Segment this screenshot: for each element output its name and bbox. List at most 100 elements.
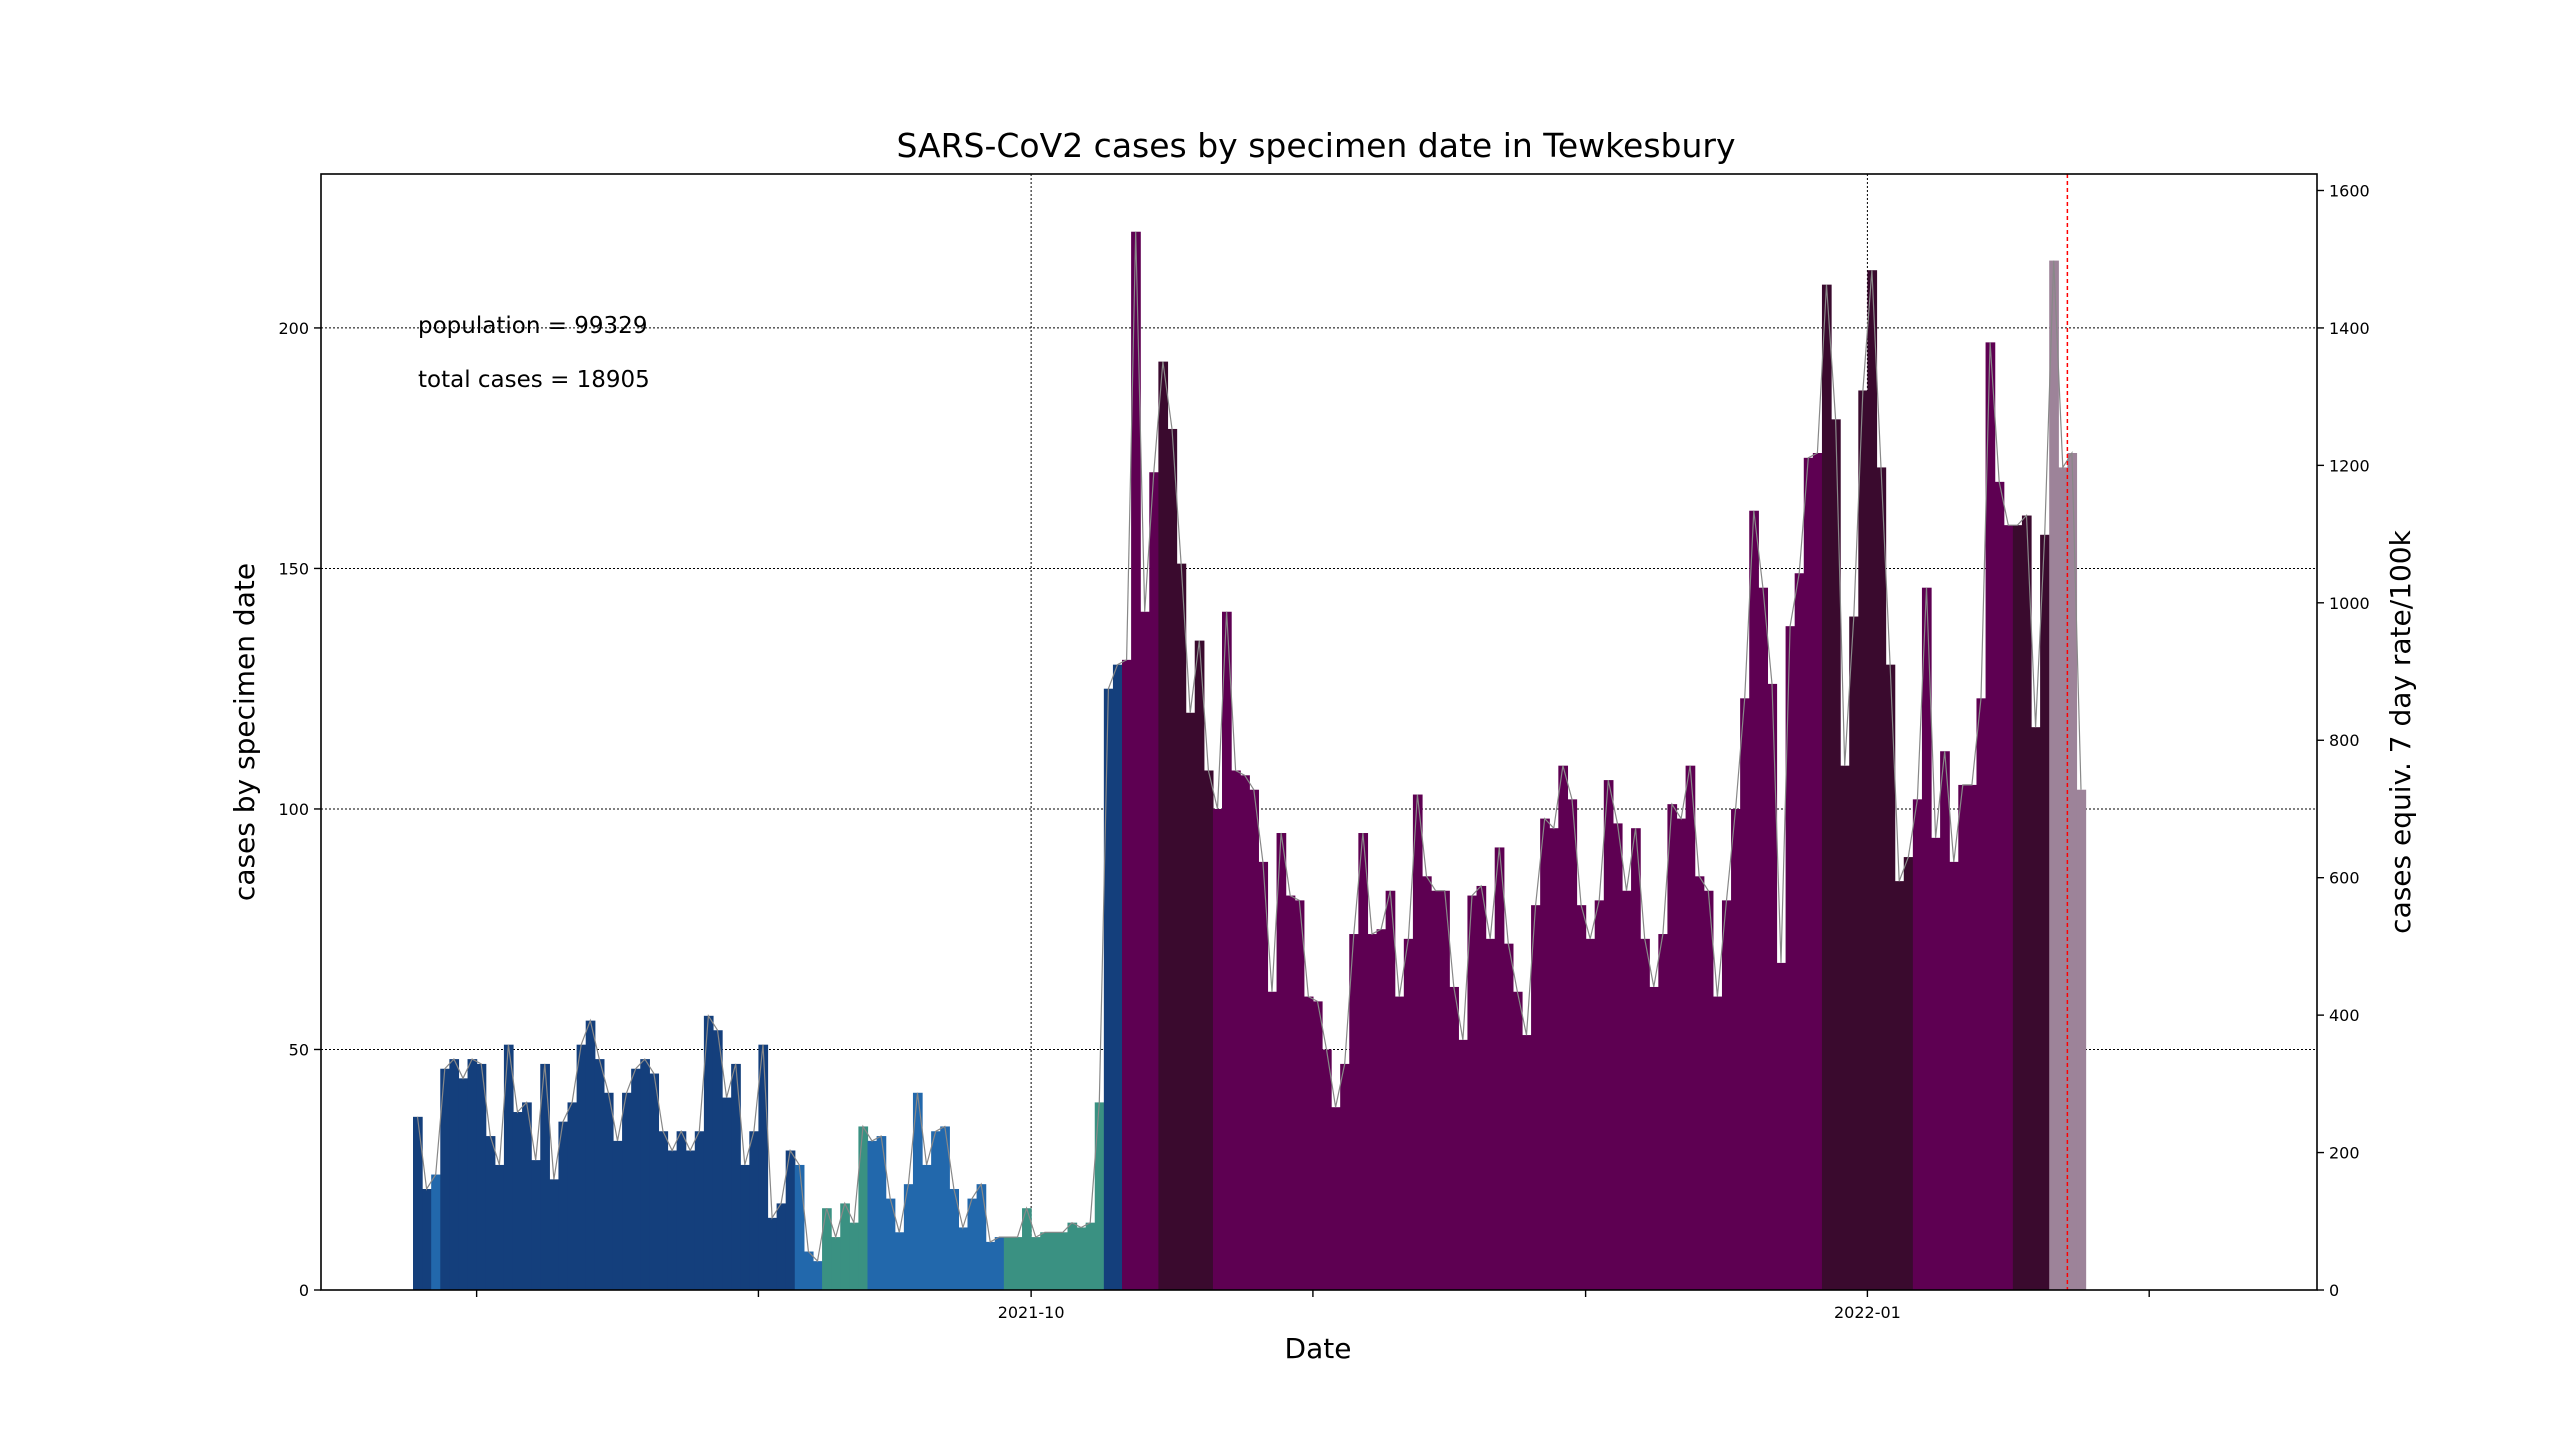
x-tick-label: 2022-01: [1834, 1303, 1901, 1322]
bar: [1358, 833, 1369, 1290]
y2-tick-label: 800: [2329, 731, 2360, 750]
bar: [1831, 419, 1841, 1290]
bar: [1603, 780, 1614, 1290]
bar: [1821, 284, 1832, 1290]
bar: [1103, 688, 1114, 1290]
bar: [1167, 428, 1178, 1291]
bar: [2003, 525, 2014, 1290]
bar: [876, 1136, 887, 1290]
bar: [803, 1251, 814, 1290]
bar: [1685, 765, 1696, 1290]
bar: [1085, 1222, 1096, 1290]
bar: [476, 1063, 487, 1290]
bar: [1694, 876, 1705, 1290]
bar: [967, 1198, 978, 1290]
x-axis-label: Date: [1285, 1332, 1352, 1365]
chart-title: SARS-CoV2 cases by specimen date in Tewk…: [896, 126, 1735, 165]
bar: [2021, 515, 2032, 1290]
bar: [940, 1126, 950, 1290]
bar: [676, 1131, 687, 1290]
bar: [1803, 457, 1814, 1291]
population-annotation: population = 99329: [418, 313, 647, 339]
bar: [758, 1044, 769, 1290]
bar: [1349, 934, 1359, 1290]
bar: [949, 1188, 959, 1290]
bar: [749, 1131, 760, 1290]
bar: [1649, 986, 1659, 1290]
bar: [1249, 789, 1259, 1290]
bar: [1067, 1222, 1078, 1290]
bar: [885, 1198, 896, 1290]
bar: [467, 1059, 478, 1290]
bar: [767, 1217, 778, 1290]
bar: [558, 1121, 569, 1290]
bar: [667, 1150, 678, 1290]
bar: [1621, 890, 1632, 1290]
bar: [1849, 616, 1859, 1290]
bar: [1967, 784, 1978, 1290]
bar: [922, 1164, 932, 1290]
y-axis-label: cases by specimen date: [228, 563, 261, 901]
bar: [640, 1059, 650, 1290]
bar: [1558, 765, 1569, 1290]
bar: [1958, 784, 1968, 1290]
bar: [1531, 905, 1541, 1290]
bar: [1258, 861, 1269, 1290]
bar: [1703, 890, 1714, 1290]
bar: [1885, 664, 1896, 1290]
rate-line: [416, 231, 2082, 1263]
bar: [1940, 751, 1950, 1290]
bar: [567, 1102, 578, 1290]
bar: [1676, 818, 1687, 1290]
bar: [2031, 727, 2041, 1290]
bar: [1921, 587, 1932, 1290]
bar: [1721, 900, 1732, 1290]
bar: [1367, 934, 1378, 1290]
bar: [1740, 698, 1750, 1290]
bar: [894, 1232, 905, 1290]
bar: [649, 1073, 660, 1290]
bar: [1331, 1107, 1341, 1290]
y2-tick-label: 200: [2329, 1144, 2360, 1163]
bar: [1467, 895, 1478, 1290]
bar: [867, 1140, 878, 1290]
bar: [631, 1068, 641, 1290]
y2-tick-label: 600: [2329, 869, 2360, 888]
bar: [594, 1059, 605, 1290]
bar: [1667, 804, 1678, 1290]
rate-line-series: [416, 231, 2082, 1263]
bar: [622, 1092, 632, 1290]
bar: [1421, 876, 1432, 1290]
bar: [985, 1241, 996, 1290]
bar: [1267, 991, 1278, 1290]
bar: [1403, 938, 1414, 1290]
y2-tick-label: 1600: [2329, 181, 2370, 200]
bar: [1031, 1237, 1041, 1290]
bar: [1185, 712, 1196, 1290]
bar: [1440, 890, 1450, 1290]
bar: [1222, 611, 1232, 1290]
bar: [485, 1136, 496, 1290]
bar: [1576, 905, 1587, 1290]
bar: [831, 1237, 841, 1290]
bar: [1812, 453, 1823, 1290]
bar: [1512, 991, 1523, 1290]
bar: [1022, 1208, 1032, 1290]
y-tick-label: 100: [278, 800, 309, 819]
bar: [1994, 481, 2005, 1290]
bar: [1203, 770, 1214, 1290]
bar: [413, 1116, 423, 1290]
bar: [1503, 943, 1514, 1290]
bar: [1394, 996, 1405, 1290]
bar: [658, 1131, 669, 1290]
bar: [1012, 1237, 1023, 1290]
bar: [2076, 789, 2087, 1290]
bar: [1476, 885, 1487, 1290]
bar: [612, 1140, 623, 1290]
bar: [1312, 1001, 1323, 1290]
bar: [740, 1164, 750, 1290]
bar: [1412, 794, 1423, 1290]
bar: [903, 1184, 914, 1290]
total-cases-annotation: total cases = 18905: [418, 367, 650, 393]
y2-tick-label: 1400: [2329, 319, 2370, 338]
